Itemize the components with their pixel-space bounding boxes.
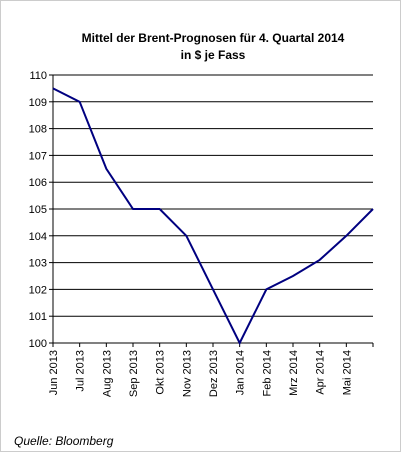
x-tick-label: Dez 2013 xyxy=(208,350,220,397)
y-tick-label: 103 xyxy=(29,258,47,270)
y-tick-label: 107 xyxy=(29,150,47,162)
y-tick-label: 108 xyxy=(29,124,47,136)
y-tick-label: 101 xyxy=(29,311,47,323)
y-tick-label: 106 xyxy=(29,177,47,189)
x-tick-label: Sep 2013 xyxy=(128,350,140,397)
x-tick-label: Feb 2014 xyxy=(261,350,273,396)
x-tick-label: Apr 2014 xyxy=(315,350,327,395)
line-series xyxy=(52,87,374,346)
y-tick-label: 109 xyxy=(29,97,47,109)
x-tick-label: Nov 2013 xyxy=(181,350,193,397)
x-tick-label: Mrz 2014 xyxy=(288,350,300,396)
chart-title: Mittel der Brent-Prognosen für 4. Quarta… xyxy=(82,31,345,45)
chart-subtitle: in $ je Fass xyxy=(181,48,246,62)
x-tick-label: Aug 2013 xyxy=(101,350,113,397)
y-tick-label: 105 xyxy=(29,204,47,216)
x-tick-label: Jul 2013 xyxy=(75,350,87,392)
y-tick-label: 104 xyxy=(29,231,47,243)
source: Quelle: Bloomberg xyxy=(14,434,114,448)
y-tick-label: 100 xyxy=(29,338,47,350)
x-tick-label: Jan 2014 xyxy=(235,350,247,395)
x-tick-label: Okt 2013 xyxy=(155,350,167,395)
x-tick-label: Jun 2013 xyxy=(48,350,60,395)
y-tick-label: 110 xyxy=(29,70,47,82)
x-tick-label: Mai 2014 xyxy=(341,350,353,395)
y-tick-label: 102 xyxy=(29,284,47,296)
